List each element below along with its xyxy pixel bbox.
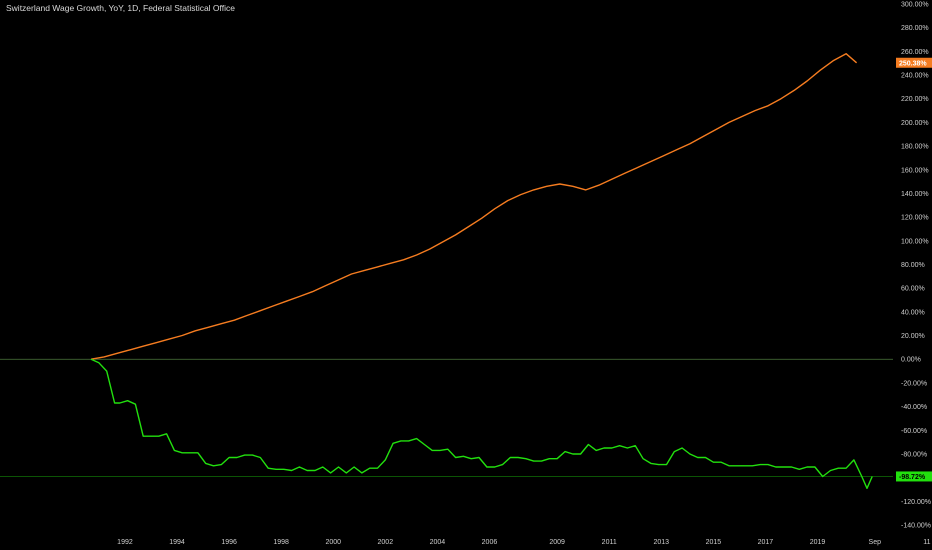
y-tick-label: 40.00%: [901, 309, 925, 316]
x-tick-label: 2009: [549, 539, 565, 546]
y-tick-label: 60.00%: [901, 286, 925, 293]
x-tick-label: 2000: [325, 539, 341, 546]
x-tick-label: 11: [923, 539, 930, 546]
last-value-badge: [896, 471, 932, 482]
y-tick-label: 100.00%: [901, 238, 929, 245]
x-tick-label: Sep: [869, 539, 882, 546]
y-tick-label: 280.00%: [901, 25, 929, 32]
y-tick-label: 0.00%: [901, 357, 921, 364]
last-value-badge: [896, 57, 932, 68]
y-tick-label: 200.00%: [901, 120, 929, 127]
x-tick-label: 2019: [810, 539, 826, 546]
x-tick-label: 2004: [430, 539, 446, 546]
y-tick-label: 300.00%: [901, 2, 929, 9]
y-tick-label: -140.00%: [901, 523, 931, 530]
x-tick-label: 2002: [378, 539, 394, 546]
y-tick-label: 160.00%: [901, 167, 929, 174]
series-line-0: [90, 53, 858, 360]
y-tick-label: -40.00%: [901, 404, 927, 411]
x-tick-label: 2006: [482, 539, 498, 546]
y-tick-label: 220.00%: [901, 96, 929, 103]
series-layer: [0, 53, 893, 489]
y-tick-label: 120.00%: [901, 215, 929, 222]
series-line-1: [90, 358, 873, 489]
last-value-label: -98.72%: [899, 474, 926, 481]
y-tick-label: 140.00%: [901, 191, 929, 198]
y-tick-label: -60.00%: [901, 428, 927, 435]
last-value-badges: 250.38% -98.72%: [896, 57, 932, 482]
x-tick-label: 1994: [169, 539, 185, 546]
y-tick-label: 260.00%: [901, 49, 929, 56]
x-tick-label: 1996: [221, 539, 237, 546]
y-tick-label: 80.00%: [901, 262, 925, 269]
x-tick-label: 1992: [117, 539, 133, 546]
x-tick-label: 2017: [758, 539, 774, 546]
chart-title: Switzerland Wage Growth, YoY, 1D, Federa…: [6, 3, 235, 13]
y-tick-label: -20.00%: [901, 380, 927, 387]
y-tick-label: 20.00%: [901, 333, 925, 340]
last-value-label: 250.38%: [899, 60, 927, 67]
y-tick-label: -80.00%: [901, 451, 927, 458]
y-tick-label: 240.00%: [901, 73, 929, 80]
x-axis[interactable]: 1992 1994 1996 1998 2000 2002 2004 2006 2009 2011…: [117, 539, 932, 546]
x-tick-label: 2013: [653, 539, 669, 546]
x-tick-label: 2015: [706, 539, 722, 546]
x-tick-label: 2011: [602, 539, 617, 546]
y-tick-label: -120.00%: [901, 499, 931, 506]
x-tick-label: 1998: [273, 539, 289, 546]
y-tick-label: 180.00%: [901, 144, 929, 151]
